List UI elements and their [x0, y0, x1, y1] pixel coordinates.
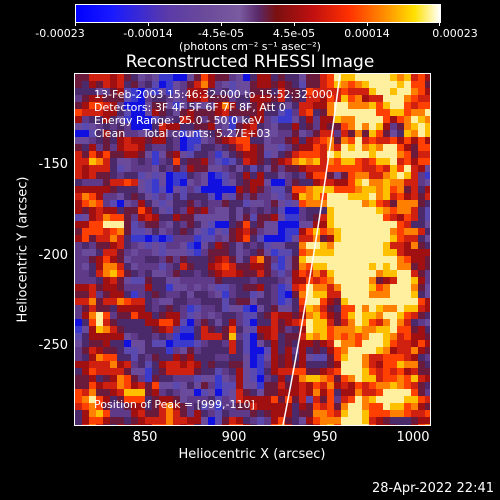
colorbar-tick-label: 0.00023 [432, 27, 478, 40]
colorbar-tick-label: 4.5e-05 [272, 27, 316, 40]
image-plot-area[interactable] [74, 73, 431, 426]
x-tick-label: 850 [132, 430, 158, 445]
solar-limb-line [282, 74, 341, 425]
colorbar-tick-mark [294, 22, 295, 26]
info-line-energy: Energy Range: 25.0 - 50.0 keV [94, 114, 262, 127]
x-tick-label: 900 [221, 430, 247, 445]
plot-title: Reconstructed RHESSI Image [125, 52, 375, 72]
colorbar-tick-label: -4.5e-05 [197, 27, 245, 40]
heatmap-image [75, 74, 430, 425]
y-tick-label: -200 [38, 248, 68, 263]
info-line-time: 13-Feb-2003 15:46:32.000 to 15:52:32.000 [94, 88, 333, 101]
y-axis-label: Heliocentric Y (arcsec) [15, 176, 31, 323]
peak-position-label: Position of Peak = [999,-110] [94, 398, 255, 411]
x-tick-label: 950 [312, 430, 338, 445]
colorbar-tick-label: -0.00023 [35, 27, 85, 40]
colorbar-tick-label: 0.00014 [344, 27, 390, 40]
x-axis-label: Heliocentric X (arcsec) [178, 447, 326, 462]
y-tick-label: -150 [38, 157, 68, 172]
info-line-counts: Clean Total counts: 5.27E+03 [94, 127, 271, 140]
colorbar-tick-mark [367, 22, 368, 26]
colorbar-tick-mark [148, 22, 149, 26]
x-tick-label: 1000 [396, 430, 430, 445]
timestamp: 28-Apr-2022 22:41 [372, 481, 494, 496]
colorbar-units-label: (photons cm⁻² s⁻¹ asec⁻²) [179, 40, 321, 53]
colorbar-tick-mark [439, 22, 440, 26]
colorbar-tick-mark [221, 22, 222, 26]
y-tick-label: -250 [38, 338, 68, 353]
colorbar-tick-mark [75, 22, 76, 26]
colorbar-tick-label: -0.00014 [123, 27, 173, 40]
info-line-detectors: Detectors: 3F 4F 5F 6F 7F 8F, Att 0 [94, 101, 286, 114]
colorbar [75, 4, 441, 23]
